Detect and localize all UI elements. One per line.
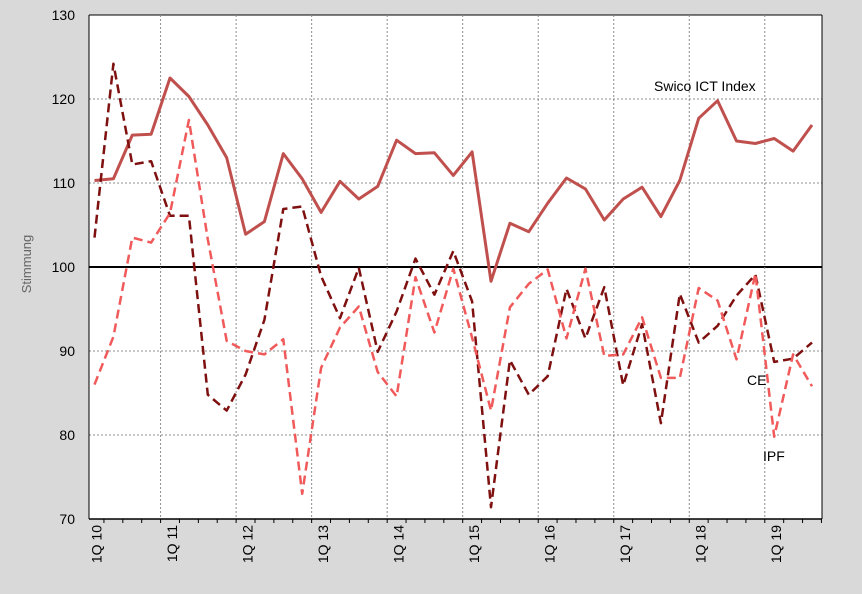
labels: Stimmung Swico ICT Index CE IPF 70 80 90 10… <box>19 7 785 563</box>
x-tick-label: 1Q 19 <box>768 525 784 563</box>
y-tick-label: 70 <box>59 511 75 527</box>
annotation-swico: Swico ICT Index <box>654 78 756 94</box>
x-tick-label: 1Q 11 <box>164 525 180 562</box>
series-line-ipf <box>93 118 814 496</box>
x-tick-label: 1Q 16 <box>542 525 558 563</box>
x-tick-label: 1Q 17 <box>617 525 633 563</box>
x-tick-label: 1Q 18 <box>693 525 709 563</box>
annotation-ce: CE <box>747 372 766 388</box>
y-tick-label: 110 <box>53 175 76 191</box>
y-tick-label: 80 <box>59 427 75 443</box>
y-tick-label: 90 <box>59 343 75 359</box>
x-tick-label: 1Q 10 <box>89 525 105 563</box>
axes <box>88 15 823 523</box>
x-tick-label: 1Q 13 <box>315 525 331 563</box>
grid-lines <box>89 14 822 520</box>
x-tick-label: 1Q 14 <box>391 525 407 563</box>
series-lines <box>93 62 814 509</box>
y-axis-label: Stimmung <box>19 235 34 294</box>
series-line-swico-ict-index <box>94 76 814 283</box>
y-tick-label: 100 <box>52 259 76 275</box>
x-tick-label: 1Q 12 <box>240 525 256 563</box>
y-tick-label: 130 <box>52 7 76 23</box>
y-tick-label: 120 <box>52 91 76 107</box>
series-line-ce <box>93 62 813 509</box>
x-tick-label: 1Q 15 <box>466 525 482 563</box>
annotation-ipf: IPF <box>763 448 785 464</box>
